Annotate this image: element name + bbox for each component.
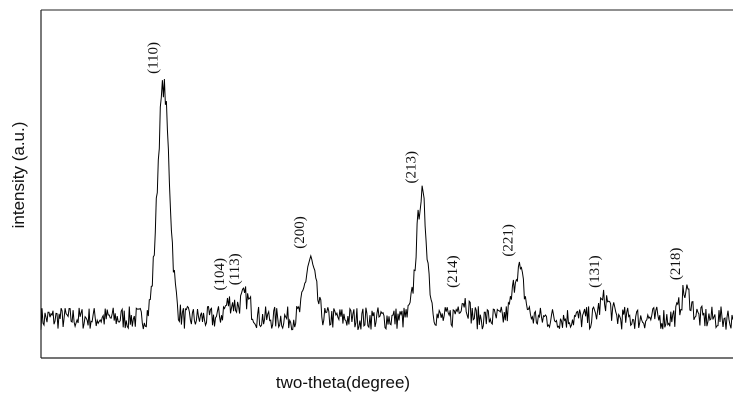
peak-label: (200): [292, 216, 308, 249]
peak-label: (214): [445, 255, 461, 288]
peak-label: (131): [587, 255, 603, 288]
peak-label: (104): [212, 258, 228, 291]
peak-labels: (110) (104) (113) (200) (213) (214) (221) (131)…: [145, 42, 683, 291]
peak-label: (221): [500, 224, 516, 257]
peak-label: (213): [404, 151, 420, 184]
y-axis-title: intensity (a.u.): [9, 122, 28, 229]
x-axis-title: two-theta(degree): [276, 373, 410, 392]
peak-label: (218): [668, 248, 684, 281]
peak-label: (110): [145, 42, 161, 74]
peak-label: (113): [227, 253, 243, 285]
diffraction-trace: [40, 78, 733, 331]
